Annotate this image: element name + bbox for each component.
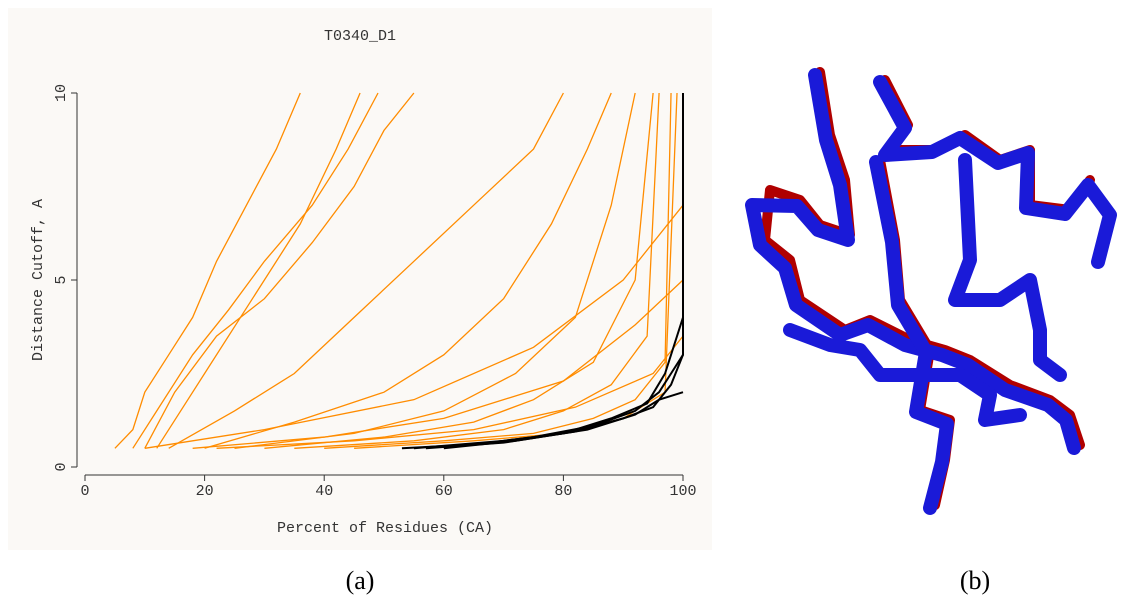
chart-title: T0340_D1 [324,28,396,45]
backbone [783,323,1027,427]
x-tick-label: 80 [554,483,572,500]
data-line [114,92,301,449]
backbone [880,75,1095,215]
y-tick-label: 5 [53,275,70,284]
data-line [234,92,636,449]
backbone [948,153,1067,382]
data-line [144,92,415,449]
y-tick-label: 0 [53,462,70,471]
data-line [204,92,612,449]
backbone [873,75,1117,269]
panel-label: (a) [346,566,375,595]
data-line [264,92,654,449]
data-line [324,92,672,449]
data-line [216,335,684,449]
x-tick-label: 60 [435,483,453,500]
data-line [294,92,660,449]
x-axis-label: Percent of Residues (CA) [277,520,493,537]
protein-structure [745,67,1117,515]
data-line [413,317,684,450]
x-tick-label: 20 [196,483,214,500]
y-axis-label: Distance Cutoff, A [30,199,47,361]
data-line [132,92,379,449]
y-tick-label: 10 [53,84,70,102]
protein-reference [760,67,1095,510]
data-line [443,391,684,450]
x-tick-label: 40 [315,483,333,500]
data-line [144,204,684,449]
protein-model [745,68,1117,515]
data-line [168,92,564,449]
x-tick-label: 100 [669,483,696,500]
backbone [745,68,1081,455]
panel-a-background [8,8,712,550]
panel-label: (b) [960,566,990,595]
data-line [156,92,361,449]
x-tick-label: 0 [80,483,89,500]
data-line [192,279,684,449]
